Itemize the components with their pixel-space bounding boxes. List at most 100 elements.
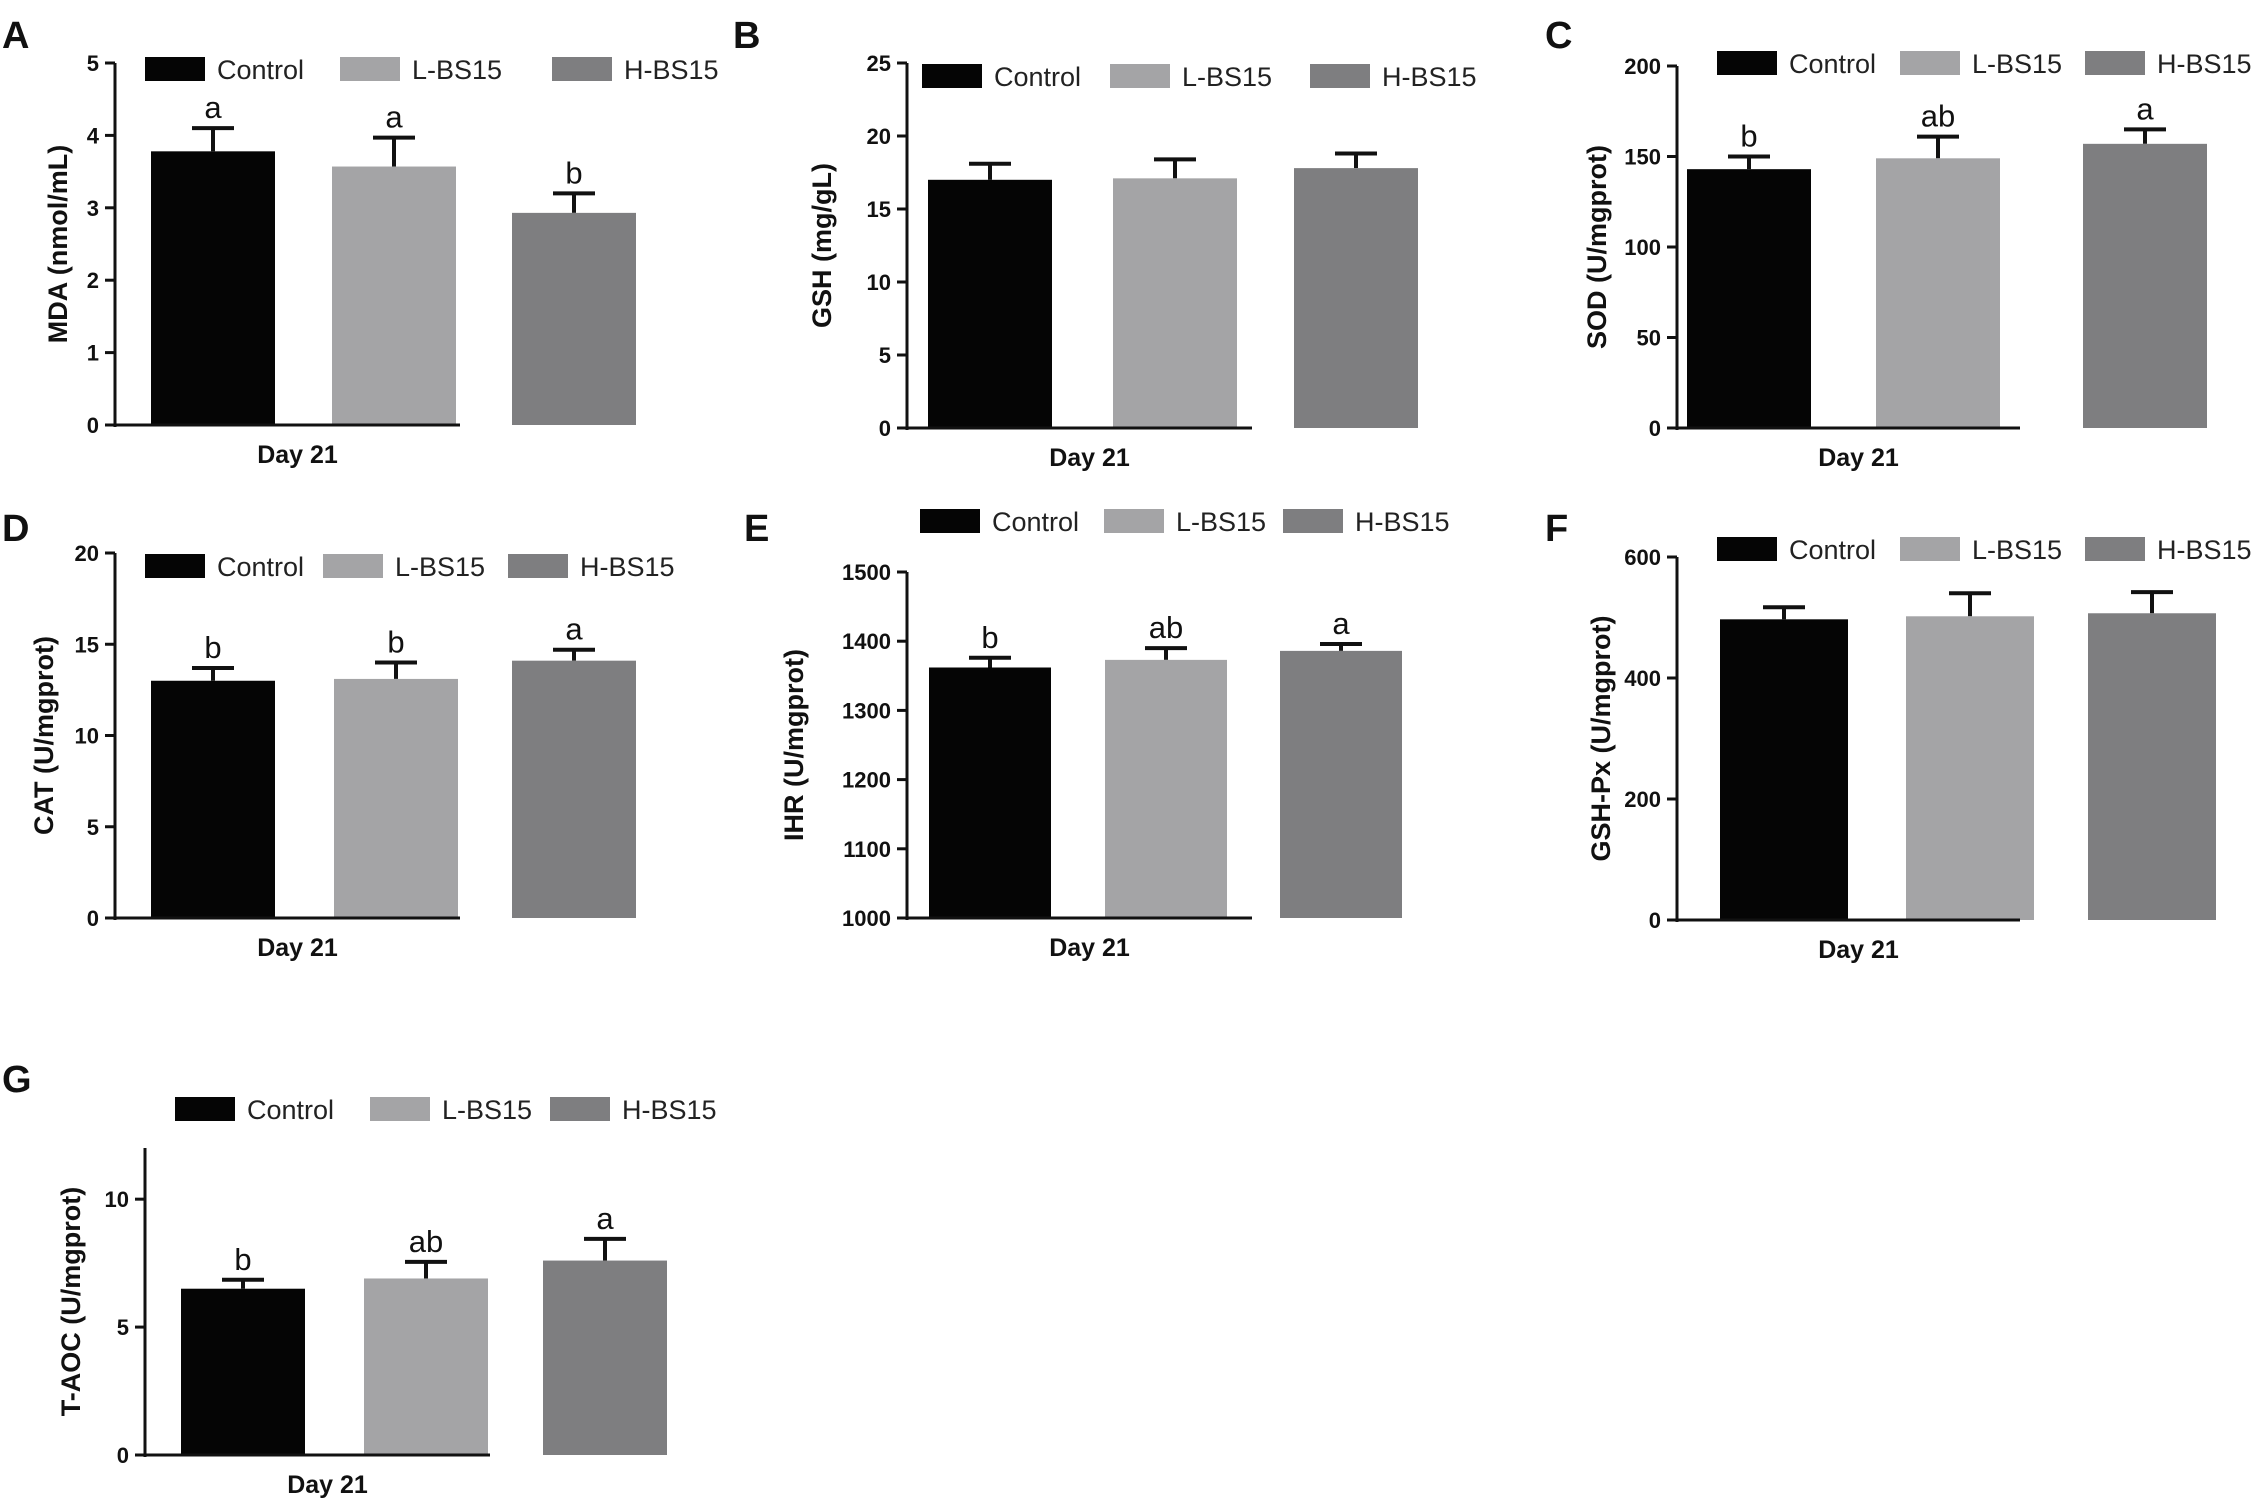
- y-tick-label: 50: [1637, 326, 1661, 351]
- legend-label: H-BS15: [624, 55, 719, 85]
- bar-annotation: ab: [409, 1224, 443, 1259]
- legend-label: H-BS15: [622, 1095, 717, 1125]
- y-axis-label: SOD (U/mgprot): [1582, 145, 1612, 349]
- x-axis-label: Day 21: [287, 1471, 368, 1499]
- bar-annotation: a: [565, 612, 583, 647]
- bar: [1906, 616, 2034, 920]
- y-tick-label: 5: [87, 51, 99, 76]
- bar: [2083, 143, 2207, 428]
- legend-label: Control: [994, 62, 1081, 92]
- legend-swatch: [552, 57, 612, 81]
- legend-label: L-BS15: [1972, 49, 2062, 79]
- y-axis-label: GSH-Px (U/mgprot): [1586, 616, 1616, 862]
- panel-label: D: [2, 508, 29, 550]
- bar: [1113, 178, 1237, 428]
- x-axis-label: Day 21: [257, 441, 338, 469]
- bar-annotation: b: [234, 1242, 251, 1277]
- legend-swatch: [323, 554, 383, 578]
- legend-swatch: [550, 1097, 610, 1121]
- legend-swatch: [920, 509, 980, 533]
- legend-label: L-BS15: [412, 55, 502, 85]
- legend-swatch: [1717, 537, 1777, 561]
- legend-label: L-BS15: [1972, 535, 2062, 565]
- legend-label: Control: [992, 507, 1079, 537]
- bar-annotation: b: [1740, 119, 1757, 154]
- legend-swatch: [922, 64, 982, 88]
- y-tick-label: 600: [1624, 545, 1661, 570]
- y-tick-label: 1200: [842, 768, 891, 793]
- y-tick-label: 25: [867, 51, 891, 76]
- y-tick-label: 0: [87, 413, 99, 438]
- y-tick-label: 10: [105, 1187, 129, 1212]
- y-tick-label: 0: [1649, 416, 1661, 441]
- y-tick-label: 20: [75, 541, 99, 566]
- legend-label: L-BS15: [442, 1095, 532, 1125]
- legend-label: H-BS15: [1355, 507, 1450, 537]
- y-tick-label: 5: [879, 343, 891, 368]
- panel-c: C Control L-BS15 H-BS15 b ab a 0 50 100 150 200 Day …: [1545, 15, 2252, 472]
- y-tick-label: 10: [75, 724, 99, 749]
- y-axis-label: T-AOC (U/mgprot): [56, 1187, 86, 1416]
- legend-swatch: [2085, 51, 2145, 75]
- panel-f: F Control L-BS15 H-BS15 0 200 400 600 Day 21 GSH-…: [1545, 508, 2252, 964]
- legend-label: H-BS15: [580, 552, 675, 582]
- bar-annotation: b: [981, 620, 998, 655]
- bar: [334, 678, 458, 918]
- legend-label: Control: [247, 1095, 334, 1125]
- bar: [181, 1288, 305, 1455]
- y-tick-label: 200: [1624, 787, 1661, 812]
- y-tick-label: 1000: [842, 906, 891, 931]
- bar: [929, 667, 1051, 918]
- bar: [1280, 650, 1402, 918]
- y-tick-label: 1100: [843, 837, 891, 862]
- bar-annotation: ab: [1149, 610, 1183, 645]
- bar: [512, 660, 636, 918]
- x-axis-label: Day 21: [1049, 444, 1130, 472]
- legend-swatch: [145, 57, 205, 81]
- y-tick-label: 5: [117, 1315, 129, 1340]
- legend-swatch: [145, 554, 205, 578]
- panel-b: B Control L-BS15 H-BS15 0 5 10 15 20 25 Day 21 GSH …: [733, 15, 1477, 472]
- y-tick-label: 400: [1624, 666, 1661, 691]
- panel-d: D Control L-BS15 H-BS15 b b a 0 5 10 15 20 Day 21 CAT…: [2, 508, 675, 962]
- x-axis-label: Day 21: [1049, 934, 1130, 962]
- legend-label: L-BS15: [1182, 62, 1272, 92]
- y-tick-label: 15: [75, 632, 99, 657]
- legend-swatch: [175, 1097, 235, 1121]
- bar: [2088, 613, 2216, 920]
- bar: [151, 680, 275, 918]
- y-tick-label: 200: [1624, 54, 1661, 79]
- y-axis-label: MDA (nmol/mL): [43, 145, 73, 343]
- y-tick-label: 1300: [842, 698, 891, 723]
- bar-annotation: a: [2136, 91, 2154, 126]
- y-tick-label: 0: [1649, 908, 1661, 933]
- bar: [1294, 168, 1418, 428]
- y-tick-label: 1500: [842, 560, 891, 585]
- y-tick-label: 3: [87, 196, 99, 221]
- bar: [1105, 659, 1227, 918]
- bar-annotation: a: [596, 1201, 614, 1236]
- y-tick-label: 150: [1624, 145, 1661, 170]
- y-tick-label: 2: [87, 268, 99, 293]
- panel-label: C: [1545, 15, 1572, 57]
- bar: [1876, 158, 2000, 428]
- bar-annotation: b: [565, 155, 582, 190]
- bar: [512, 212, 636, 425]
- legend-swatch: [1104, 509, 1164, 533]
- legend-label: Control: [217, 55, 304, 85]
- bar-annotation: a: [1332, 606, 1350, 641]
- x-axis-label: Day 21: [1818, 936, 1899, 964]
- legend-swatch: [1717, 51, 1777, 75]
- panel-a: A Control L-BS15 H-BS15 a a b 0 1 2 3 4 5 Day 21 MDA (…: [2, 15, 719, 469]
- x-axis-label: Day 21: [257, 934, 338, 962]
- legend-swatch: [1110, 64, 1170, 88]
- y-axis-label: IHR (U/mgprot): [779, 649, 809, 841]
- bar: [1687, 169, 1811, 429]
- y-tick-label: 0: [879, 416, 891, 441]
- bar-annotation: b: [204, 630, 221, 665]
- legend-swatch: [370, 1097, 430, 1121]
- bar-annotation: ab: [1921, 99, 1955, 134]
- panel-label: E: [744, 508, 769, 550]
- y-tick-label: 4: [87, 123, 100, 148]
